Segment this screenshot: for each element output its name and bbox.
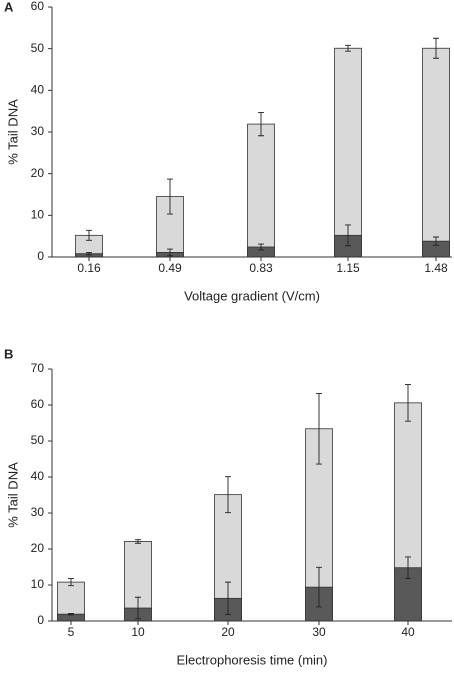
error-bar (316, 566, 322, 608)
error-bar (86, 229, 92, 241)
error-bar (135, 596, 141, 620)
panel-label: A (4, 0, 14, 14)
y-axis-title: % Tail DNA (5, 462, 20, 528)
bar (247, 123, 275, 258)
x-tick-label: 0.83 (249, 261, 273, 275)
y-tick-label: 10 (31, 577, 45, 591)
error-bar (258, 243, 264, 251)
error-bar (345, 224, 351, 247)
y-axis-title: % Tail DNA (5, 99, 20, 165)
x-tick-label: 0.49 (158, 261, 182, 275)
y-tick-label: 20 (31, 541, 45, 555)
x-tick-label: 40 (401, 625, 415, 639)
bar (422, 47, 450, 258)
y-tick-label: 70 (31, 361, 45, 375)
x-tick-label: 10 (131, 625, 145, 639)
y-tick-label: 40 (31, 469, 45, 483)
y-tick-label: 30 (31, 124, 45, 138)
error-bar (225, 581, 231, 615)
error-bar (433, 236, 439, 246)
x-axis-title: Voltage gradient (V/cm) (184, 288, 320, 303)
error-bar (225, 476, 231, 514)
error-bar (345, 44, 351, 52)
x-tick-label: 20 (221, 625, 235, 639)
panel-label: B (4, 346, 13, 361)
x-tick-label: 0.16 (77, 261, 101, 275)
y-tick-label: 50 (31, 433, 45, 447)
y-tick-label: 50 (31, 41, 45, 55)
y-tick-label: 0 (37, 613, 44, 627)
y-tick-label: 20 (31, 166, 45, 180)
error-bar (405, 384, 411, 422)
error-bar (316, 393, 322, 465)
y-tick-label: 0 (37, 249, 44, 263)
error-bar (86, 251, 92, 256)
y-tick-label: 30 (31, 505, 45, 519)
error-bar (68, 578, 74, 587)
x-tick-label: 1.48 (424, 261, 448, 275)
y-tick-label: 60 (31, 0, 45, 13)
x-axis-title: Electrophoresis time (min) (177, 652, 328, 667)
error-bar (258, 111, 264, 137)
x-tick-label: 5 (68, 625, 75, 639)
error-bar (68, 612, 74, 616)
x-tick-label: 1.15 (336, 261, 360, 275)
error-bar (433, 37, 439, 59)
error-bar (167, 178, 173, 215)
y-tick-label: 10 (31, 208, 45, 222)
error-bar (135, 539, 141, 544)
x-tick-label: 30 (312, 625, 326, 639)
y-tick-label: 40 (31, 83, 45, 97)
y-tick-label: 60 (31, 397, 45, 411)
error-bar (167, 248, 173, 257)
error-bar (405, 556, 411, 579)
